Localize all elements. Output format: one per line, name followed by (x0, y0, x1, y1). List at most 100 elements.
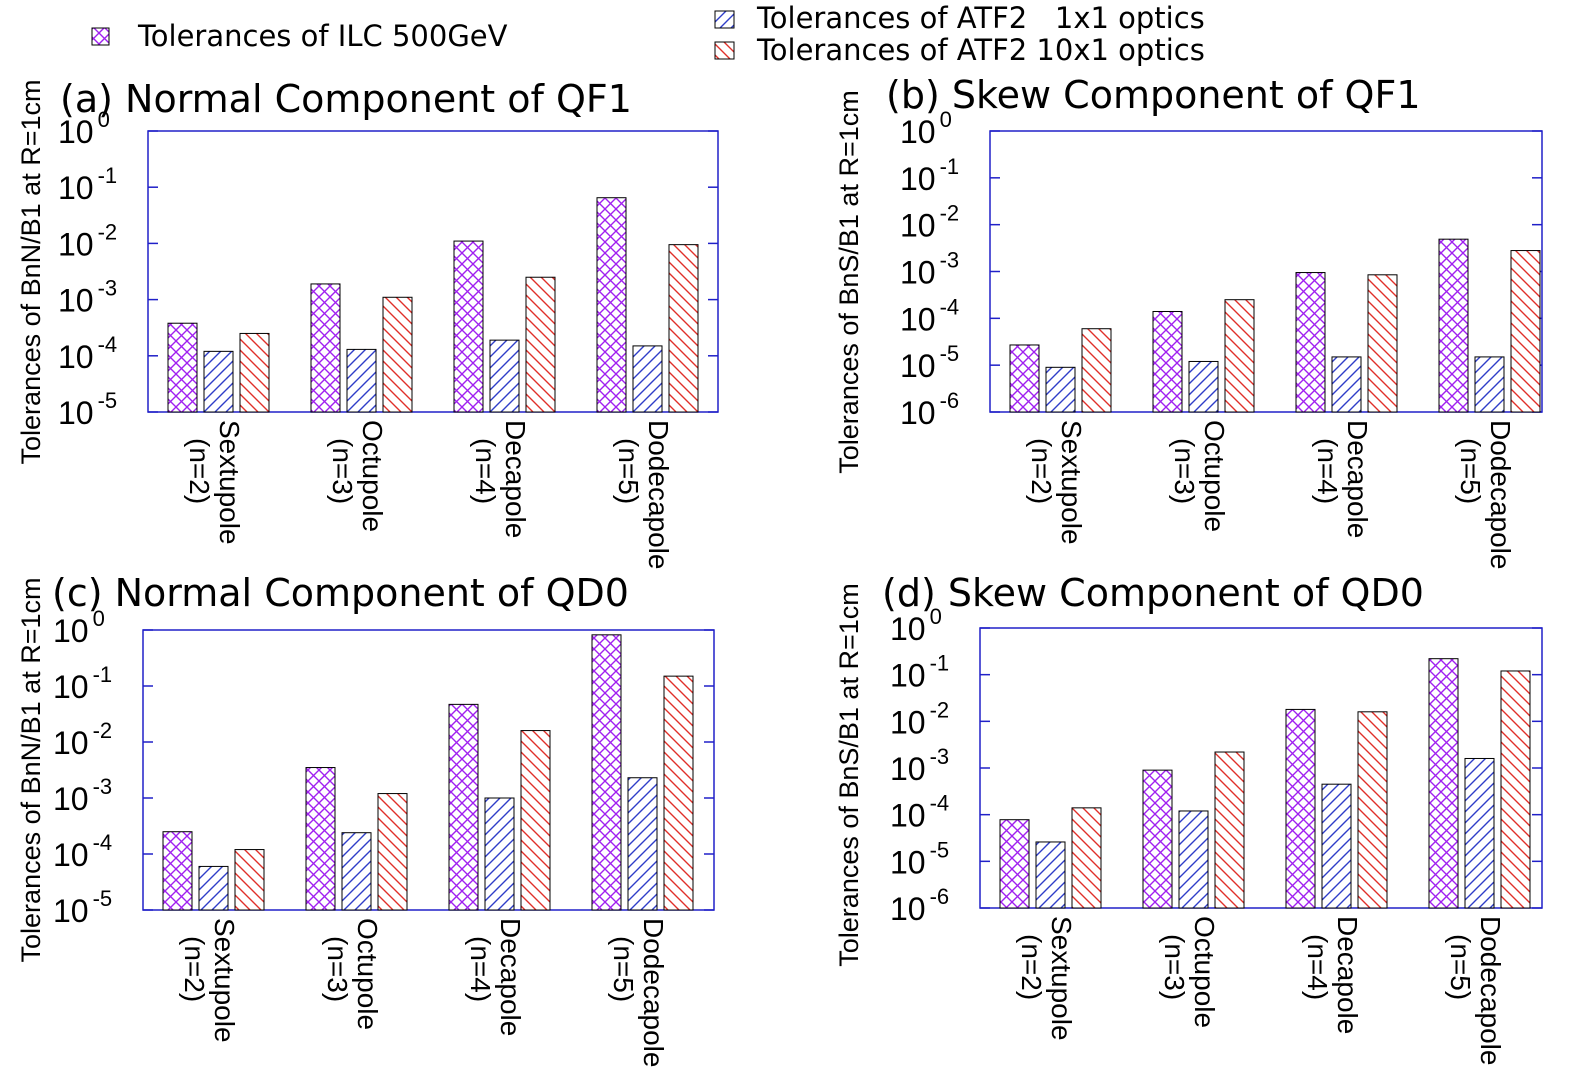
y-tick-5: 10 -5 (890, 837, 1542, 880)
bar-atf2-1x1-3 (1321, 783, 1352, 909)
bar-ilc-2 (305, 767, 336, 911)
bar-ilc-1 (167, 322, 198, 413)
y-tick-1: 10 -1 (900, 154, 1542, 197)
category-label-1: Sextupole(n=2) (1026, 420, 1087, 545)
category-label-2: Octupole(n=3) (1159, 916, 1220, 1028)
category-name: Octupole (352, 918, 383, 1030)
bar-atf2-10x1-1 (234, 849, 265, 911)
y-tick-label: 10 -5 (58, 388, 117, 431)
bar-atf2-10x1-3 (1357, 711, 1388, 909)
bar-atf2-1x1-3 (1331, 356, 1362, 413)
y-tick-label: 10 -1 (53, 662, 112, 705)
y-axis-label: Tolerances of BnN/B1 at R=1cm (16, 578, 46, 963)
category-label-4: Dodecapole(n=5) (1455, 420, 1516, 569)
chart-panel-d: (d) Skew Component of QD0 Tolerances of … (834, 571, 1543, 1065)
y-tick-label: 10 -4 (900, 294, 959, 337)
category-order: (n=3) (1169, 438, 1200, 504)
panel-title: (b) Skew Component of QF1 (886, 73, 1421, 117)
y-tick-5: 10 -5 (58, 388, 718, 431)
y-tick-label: 10 -4 (890, 791, 949, 834)
bar-ilc-3 (1285, 708, 1316, 909)
y-tick-2: 10 -2 (890, 697, 1542, 740)
legend-swatch-atf2-10x1 (714, 41, 735, 60)
bar-ilc-4 (1438, 238, 1469, 413)
category-name: Dodecapole (643, 420, 674, 569)
category-name: Sextupole (214, 420, 245, 545)
y-tick-1: 10 -1 (53, 662, 714, 705)
category-order: (n=4) (470, 438, 501, 504)
y-tick-label: 10 0 (53, 606, 105, 649)
bar-atf2-10x1-2 (1224, 299, 1255, 413)
category-label-1: Sextupole(n=2) (179, 918, 240, 1043)
bar-atf2-1x1-2 (1188, 360, 1219, 413)
bar-atf2-10x1-3 (525, 276, 556, 413)
bar-atf2-1x1-1 (1035, 841, 1066, 909)
category-order: (n=3) (322, 936, 353, 1002)
y-tick-3: 10 -3 (58, 276, 718, 319)
y-tick-4: 10 -4 (890, 791, 1542, 834)
bar-atf2-1x1-2 (341, 832, 372, 911)
y-tick-label: 10 -1 (890, 651, 949, 694)
category-label-1: Sextupole(n=2) (184, 420, 245, 545)
category-order: (n=3) (327, 438, 358, 504)
y-tick-label: 10 -1 (58, 163, 117, 206)
bar-atf2-10x1-2 (382, 296, 413, 413)
bar-atf2-10x1-4 (663, 675, 694, 911)
y-axis-label: Tolerances of BnN/B1 at R=1cm (16, 80, 46, 465)
chart-panel-b: (b) Skew Component of QF1 Tolerances of … (834, 73, 1543, 569)
y-tick-6: 10 -6 (900, 388, 1542, 431)
legend-item-ilc: Tolerances of ILC 500GeV (91, 19, 508, 53)
bar-atf2-10x1-4 (1500, 670, 1531, 909)
bar-atf2-1x1-4 (1464, 757, 1495, 909)
legend-label-ilc: Tolerances of ILC 500GeV (137, 19, 508, 53)
category-label-4: Dodecapole(n=5) (608, 918, 669, 1067)
panel-title: (c) Normal Component of QD0 (52, 571, 629, 615)
category-name: Dodecapole (638, 918, 669, 1067)
category-label-2: Octupole(n=3) (1169, 420, 1230, 532)
bar-atf2-1x1-4 (627, 777, 658, 911)
plot-frame (989, 130, 1543, 413)
bar-ilc-2 (310, 283, 341, 413)
category-label-4: Dodecapole(n=5) (1445, 916, 1506, 1065)
y-tick-label: 10 -4 (58, 332, 117, 375)
y-tick-4: 10 -4 (53, 830, 714, 873)
category-label-3: Decapole(n=4) (470, 420, 531, 538)
bar-atf2-10x1-4 (1510, 250, 1541, 413)
category-order: (n=2) (184, 438, 215, 504)
category-name: Dodecapole (1485, 420, 1516, 569)
bar-atf2-1x1-3 (484, 797, 515, 911)
category-label-3: Decapole(n=4) (465, 918, 526, 1036)
bar-ilc-4 (1428, 658, 1459, 909)
bar-ilc-2 (1152, 310, 1183, 413)
bar-atf2-10x1-1 (1081, 328, 1112, 413)
y-tick-label: 10 -2 (890, 697, 949, 740)
category-name: Dodecapole (1475, 916, 1506, 1065)
plot-frame (142, 629, 715, 911)
legend-label-atf2-1x1: Tolerances of ATF2 1x1 optics (756, 1, 1205, 35)
category-name: Decapole (495, 918, 526, 1036)
y-tick-label: 10 -6 (890, 884, 949, 927)
bar-atf2-10x1-3 (1367, 274, 1398, 413)
bar-ilc-4 (591, 634, 622, 911)
y-tick-2: 10 -2 (53, 718, 714, 761)
y-tick-label: 10 -5 (53, 886, 112, 929)
category-name: Decapole (1342, 420, 1373, 538)
y-tick-label: 10 -1 (900, 154, 959, 197)
y-tick-label: 10 -4 (53, 830, 112, 873)
y-tick-label: 10 -2 (53, 718, 112, 761)
y-tick-1: 10 -1 (58, 163, 718, 206)
y-tick-label: 10 -5 (900, 341, 959, 384)
y-tick-5: 10 -5 (53, 886, 714, 929)
category-name: Octupole (1199, 420, 1230, 532)
chart-panel-a: (a) Normal Component of QF1 Tolerances o… (16, 77, 719, 569)
bar-atf2-10x1-2 (1214, 751, 1245, 909)
category-label-4: Dodecapole(n=5) (613, 420, 674, 569)
category-order: (n=5) (613, 438, 644, 504)
panel-title: (d) Skew Component of QD0 (882, 571, 1424, 615)
category-order: (n=4) (1302, 934, 1333, 1000)
plot-frame (147, 130, 719, 413)
legend-swatch-ilc (91, 27, 110, 46)
bar-ilc-3 (1295, 272, 1326, 413)
legend-swatch-atf2-1x1 (714, 10, 735, 29)
